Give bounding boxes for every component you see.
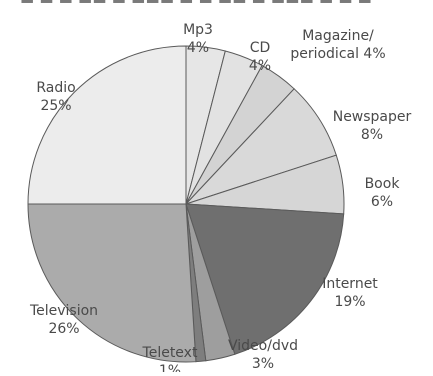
pie-label-video-dvd: Video/dvd 3% [228, 338, 298, 372]
pie-label-name: Mp3 [183, 22, 213, 38]
pie-label-name: Radio [36, 80, 75, 96]
pie-label-teletext: Teletext 1% [142, 345, 198, 372]
pie-label-line: Magazine/ [302, 28, 374, 44]
pie-label-name: Newspaper [333, 109, 412, 125]
pie-slice-radio [27, 45, 187, 205]
pie-label-mp3: Mp3 4% [183, 22, 213, 56]
pie-label-name: Internet [322, 276, 378, 292]
cropped-heading-fragment: ▬ ▬ ▬ ▬▬ ▬ ▬▬▬ ▬ ▬ ▬▬ ▬ ▬▬▬ ▬ ▬ ▬ [20, 0, 410, 7]
pie-label-percent: 4% [187, 40, 209, 56]
pie-label-name: CD [250, 40, 271, 56]
pie-label-percent: 8% [361, 127, 383, 143]
pie-label-percent: 6% [371, 194, 393, 210]
pie-label-internet: Internet 19% [322, 276, 378, 310]
pie-label-book: Book 6% [365, 176, 401, 210]
pie-label-name: Book [365, 176, 401, 192]
pie-label-radio: Radio 25% [36, 80, 75, 114]
pie-slice-television [27, 203, 197, 363]
pie-label-cd: CD 4% [249, 40, 271, 74]
pie-label-newspaper: Newspaper 8% [333, 109, 412, 143]
pie-label-percent: 25% [40, 98, 71, 114]
pie-label-percent: 3% [252, 356, 274, 372]
pie-slice-internet [185, 203, 345, 355]
pie-label-name: Video/dvd [228, 338, 298, 354]
pie-label-magazine-periodical: Magazine/periodical 4% [290, 28, 385, 62]
pie-label-television: Television 26% [29, 303, 98, 337]
pie-label-line: periodical 4% [290, 46, 385, 62]
pie-label-percent: 19% [334, 294, 365, 310]
pie-label-percent: 4% [249, 58, 271, 74]
pie-label-name: Television [29, 303, 98, 319]
pie-label-percent: 26% [48, 321, 79, 337]
pie-label-name: Teletext [142, 345, 198, 361]
pie-label-percent: 1% [159, 363, 181, 372]
